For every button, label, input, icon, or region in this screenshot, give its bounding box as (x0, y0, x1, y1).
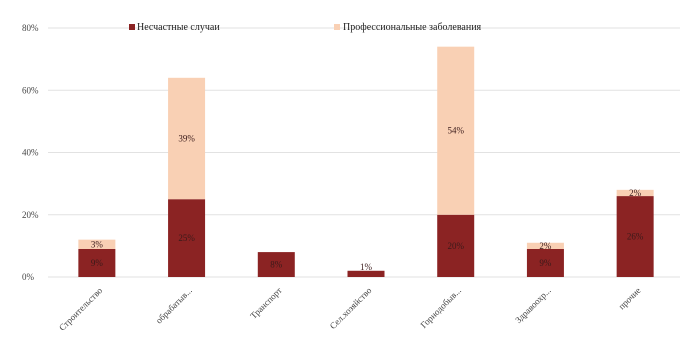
data-label: 1% (360, 262, 373, 272)
bar-segment (168, 199, 206, 277)
data-label: 8% (270, 260, 283, 270)
bar-segment (437, 214, 475, 277)
x-tick-label: Здравоохр... (513, 285, 553, 325)
data-label: 20% (447, 241, 464, 251)
legend-swatch-accidents (129, 24, 135, 30)
data-label: 2% (539, 241, 552, 251)
x-tick-label: Транспорт (248, 285, 283, 320)
bar-segment (616, 189, 654, 197)
bar-labels: 9% 3% 25% 39% 8% 1% 20% 54% 9% 2% 26% 2% (91, 126, 644, 272)
y-tick-label: 60% (22, 85, 39, 95)
y-tick-label: 80% (22, 23, 39, 33)
bar-segment (257, 252, 295, 277)
x-tick-label: обрабатыв... (154, 285, 194, 325)
data-label: 9% (91, 258, 104, 268)
y-tick-label: 40% (22, 148, 39, 158)
bars (78, 46, 654, 277)
bar-segment (526, 242, 564, 249)
legend-label-accidents: Несчастные случаи (137, 22, 220, 33)
legend-label-diseases: Профессиональные заболевания (343, 22, 482, 33)
x-tick-label: Горнодобыв... (418, 285, 463, 330)
y-axis-ticks: 0% 20% 40% 60% 80% (22, 23, 39, 282)
bar-segment (78, 239, 116, 249)
data-label: 54% (447, 126, 464, 136)
y-tick-label: 20% (22, 210, 39, 220)
x-tick-label: Строительство (57, 285, 105, 333)
y-tick-label: 0% (22, 272, 35, 282)
bar-segment (168, 77, 206, 200)
bar-segment (526, 248, 564, 277)
legend: Несчастные случаи Профессиональные забол… (129, 22, 482, 33)
data-label: 3% (91, 239, 104, 249)
x-tick-label: Сел.хозяйство (328, 285, 374, 331)
data-label: 2% (629, 188, 642, 198)
bar-segment (78, 248, 116, 277)
data-label: 39% (178, 133, 195, 143)
data-label: 9% (539, 258, 552, 268)
x-tick-label: прочие (616, 285, 642, 311)
data-label: 25% (178, 233, 195, 243)
legend-swatch-diseases (334, 24, 340, 30)
gridlines (48, 27, 680, 278)
x-axis-ticks: Строительство обрабатыв... Транспорт Сел.хо… (57, 285, 643, 333)
data-label: 26% (627, 232, 644, 242)
bar-segment (347, 270, 385, 277)
bar-segment (616, 196, 654, 277)
bar-segment (437, 46, 475, 215)
